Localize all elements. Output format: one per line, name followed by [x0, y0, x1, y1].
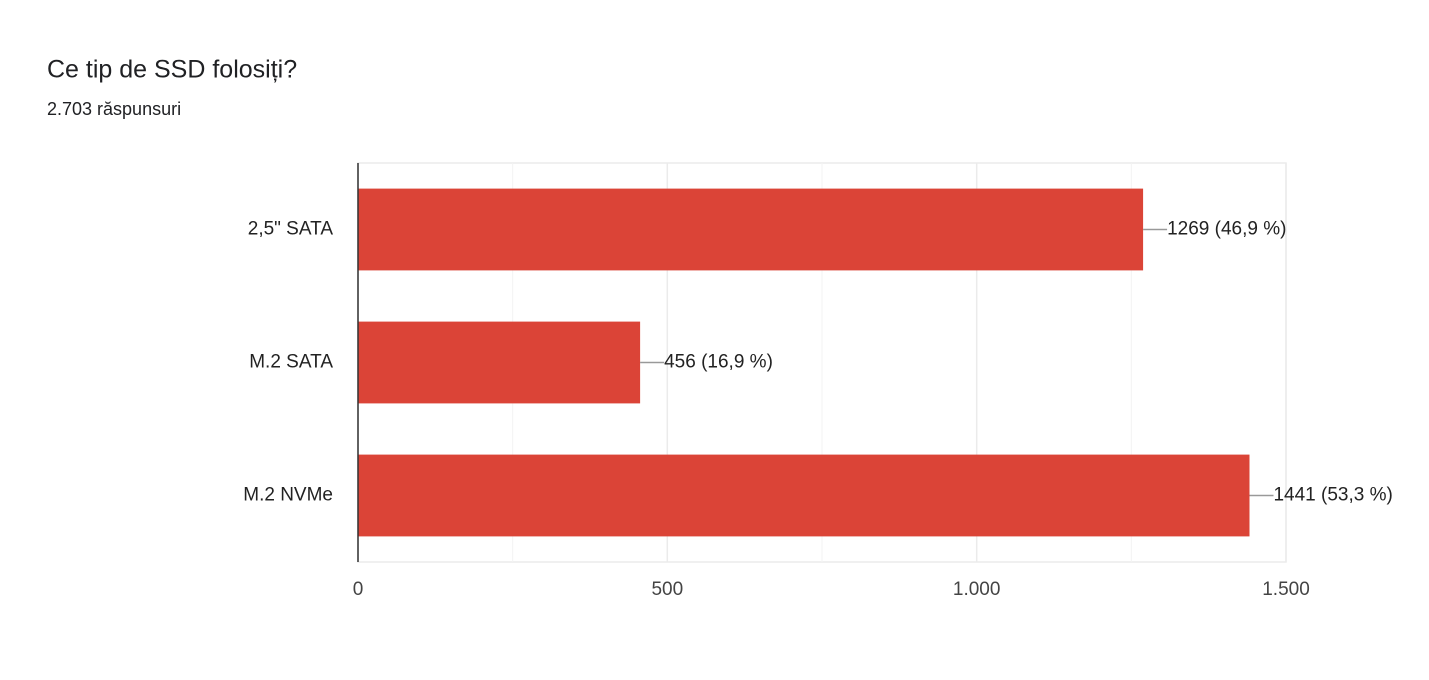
- chart-subtitle: 2.703 răspunsuri: [47, 99, 181, 119]
- bar: [358, 454, 1250, 537]
- chart-title: Ce tip de SSD folosiți?: [47, 56, 297, 84]
- y-tick-label: 2,5" SATA: [248, 219, 334, 240]
- x-tick-label: 1.500: [1262, 579, 1310, 600]
- value-label: 1269 (46,9 %): [1167, 219, 1286, 240]
- value-label: 1441 (53,3 %): [1273, 485, 1392, 506]
- y-tick-label: M.2 SATA: [249, 352, 333, 373]
- x-tick-label: 500: [651, 579, 683, 600]
- x-tick-label: 1.000: [953, 579, 1001, 600]
- y-tick-label: M.2 NVMe: [243, 485, 333, 506]
- x-tick-label: 0: [353, 579, 364, 600]
- bar: [358, 321, 641, 404]
- value-label: 456 (16,9 %): [664, 352, 773, 373]
- bar: [358, 188, 1144, 271]
